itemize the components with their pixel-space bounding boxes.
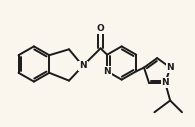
Text: N: N	[161, 78, 169, 87]
Text: N: N	[103, 67, 111, 76]
Text: N: N	[79, 61, 87, 70]
Text: N: N	[167, 63, 174, 72]
Text: O: O	[97, 24, 104, 33]
